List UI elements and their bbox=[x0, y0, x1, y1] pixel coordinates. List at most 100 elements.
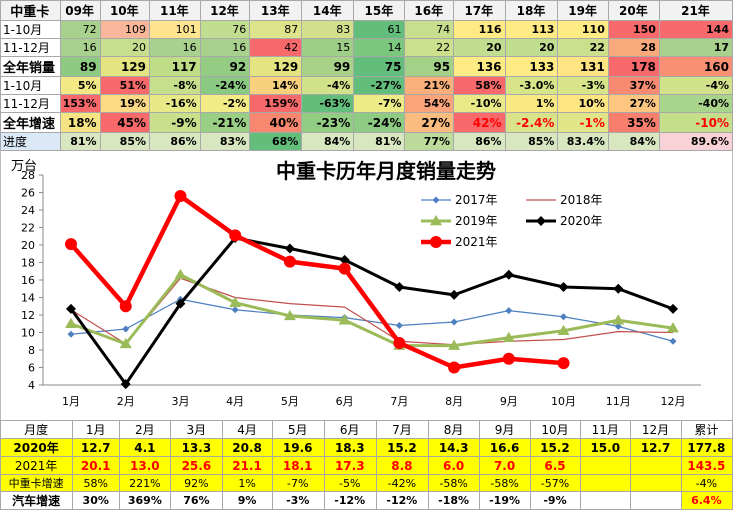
data-point bbox=[669, 337, 677, 345]
value-cell: 20.8 bbox=[222, 438, 273, 457]
value-cell: 84% bbox=[301, 132, 355, 151]
data-point bbox=[560, 313, 568, 321]
value-cell: 144 bbox=[658, 20, 733, 39]
row-label: 月度 bbox=[0, 420, 74, 439]
value-cell: 58% bbox=[453, 76, 506, 95]
month-header: 5月 bbox=[271, 420, 325, 439]
value-cell: 87 bbox=[249, 20, 303, 39]
data-row: 全年增速 18% 45% -9% -21% 40% -23% -24% 27% 42% -2.4% -… bbox=[0, 112, 733, 133]
row-label: 进度 bbox=[0, 132, 61, 151]
value-cell: 72 bbox=[59, 20, 101, 39]
value-cell: -9% bbox=[149, 112, 201, 133]
value-cell: 160 bbox=[658, 56, 733, 77]
month-header: 8月 bbox=[427, 420, 481, 439]
value-cell: -23% bbox=[301, 112, 355, 133]
value-cell: 22 bbox=[557, 38, 609, 57]
month-header: 3月 bbox=[170, 420, 224, 439]
value-cell: -63% bbox=[301, 94, 355, 113]
data-point bbox=[502, 331, 515, 342]
year-header: 19年 bbox=[557, 0, 609, 21]
x-tick-label: 2月 bbox=[117, 395, 135, 408]
legend-label: 2020年 bbox=[560, 214, 603, 228]
row-label: 1-10月 bbox=[0, 20, 61, 39]
data-row: 2020年 12.7 4.1 13.3 20.8 19.6 18.3 15.2 14.3 16.6… bbox=[0, 438, 733, 457]
series-1 bbox=[70, 277, 674, 346]
corner-label: 中重卡 bbox=[0, 0, 61, 21]
value-cell: 14 bbox=[353, 38, 406, 57]
value-cell bbox=[630, 474, 682, 492]
data-row: 全年销量 89 129 117 92 129 99 75 95 136 133 131 178 160 bbox=[0, 56, 733, 77]
value-cell: 133 bbox=[504, 56, 559, 77]
row-label: 中重卡增速 bbox=[0, 474, 74, 492]
series-lines bbox=[65, 190, 679, 390]
value-cell: 61 bbox=[353, 20, 406, 39]
value-cell: 16 bbox=[149, 38, 201, 57]
value-cell: 40% bbox=[249, 112, 303, 133]
value-cell: 76 bbox=[199, 20, 251, 39]
row-label: 汽车增速 bbox=[0, 491, 74, 510]
data-point bbox=[502, 352, 515, 365]
data-point bbox=[448, 361, 461, 374]
row-label: 11-12月 bbox=[0, 94, 61, 113]
data-point bbox=[67, 330, 75, 338]
value-cell: -3.0% bbox=[504, 76, 559, 95]
data-point bbox=[120, 379, 131, 390]
value-cell: 99 bbox=[301, 56, 355, 77]
data-point bbox=[614, 322, 622, 330]
row-label: 2020年 bbox=[0, 438, 74, 457]
year-header: 17年 bbox=[453, 0, 506, 21]
month-header: 11月 bbox=[580, 420, 632, 439]
value-cell bbox=[630, 456, 682, 475]
data-point bbox=[503, 269, 514, 280]
value-cell: -3% bbox=[271, 491, 325, 510]
value-cell: -1% bbox=[557, 112, 609, 133]
value-cell: 77% bbox=[404, 132, 455, 151]
value-cell: 14% bbox=[249, 76, 303, 95]
header-row: 月度 1月 2月 3月 4月 5月 6月 7月 8月 9月 10月 11月 12月 累计 bbox=[0, 420, 733, 439]
value-cell: 5% bbox=[59, 76, 101, 95]
value-cell: -27% bbox=[353, 76, 406, 95]
y-tick-label: 20 bbox=[21, 239, 35, 252]
value-cell: 10% bbox=[557, 94, 609, 113]
data-row: 1-10月 5% 51% -8% -24% 14% -4% -27% 21% 58% -3.0% -3… bbox=[0, 76, 733, 95]
value-cell: 92 bbox=[199, 56, 251, 77]
series-line bbox=[69, 236, 674, 386]
data-point bbox=[449, 289, 460, 300]
row-label: 全年增速 bbox=[0, 112, 61, 133]
value-cell: 45% bbox=[99, 112, 151, 133]
data-row: 进度 81% 85% 86% 83% 68% 84% 81% 77% 86% 85% 83.4% 84%… bbox=[0, 132, 733, 151]
y-tick-label: 16 bbox=[21, 274, 35, 287]
value-cell: 89.6% bbox=[658, 132, 733, 151]
value-cell: 18.3 bbox=[323, 438, 377, 457]
data-row: 2021年 20.1 13.0 25.6 21.1 18.1 17.3 8.8 6.0 7.0 6.… bbox=[0, 456, 733, 475]
month-header: 2月 bbox=[119, 420, 172, 439]
data-point bbox=[229, 296, 242, 307]
value-cell: 19% bbox=[99, 94, 151, 113]
value-cell: 81% bbox=[59, 132, 101, 151]
header-row: 中重卡 09年 10年 11年 12年 13年 14年 15年 16年 17年 18年 19年 20年 2… bbox=[0, 0, 733, 21]
x-tick-label: 9月 bbox=[500, 395, 518, 408]
data-point bbox=[430, 236, 442, 248]
value-cell: 117 bbox=[149, 56, 201, 77]
x-tick-label: 1月 bbox=[62, 395, 80, 408]
value-cell: 1% bbox=[504, 94, 559, 113]
value-cell bbox=[580, 474, 632, 492]
data-point bbox=[613, 283, 624, 294]
value-cell: 13.3 bbox=[170, 438, 224, 457]
value-cell: 30% bbox=[72, 491, 121, 510]
data-point bbox=[65, 238, 77, 251]
series-line bbox=[70, 298, 674, 342]
data-point bbox=[174, 190, 187, 202]
value-cell: -58% bbox=[427, 474, 481, 492]
value-cell: 28 bbox=[607, 38, 660, 57]
annual-sales-table: 中重卡 09年 10年 11年 12年 13年 14年 15年 16年 17年 18年 19年 20年 2… bbox=[0, 0, 733, 151]
value-cell: 86% bbox=[149, 132, 201, 151]
legend-label: 2021年 bbox=[455, 235, 498, 249]
value-cell: 54% bbox=[404, 94, 455, 113]
value-cell: 85% bbox=[504, 132, 559, 151]
value-cell: 15.2 bbox=[529, 438, 582, 457]
value-cell: 6.5 bbox=[529, 456, 582, 475]
chart-area: 4 6 8 10 12 14 16 18 20 22 24 26 28 中重卡历年月度销量走势 万台 1… bbox=[0, 150, 733, 420]
data-point bbox=[284, 243, 295, 254]
data-point bbox=[339, 254, 350, 265]
